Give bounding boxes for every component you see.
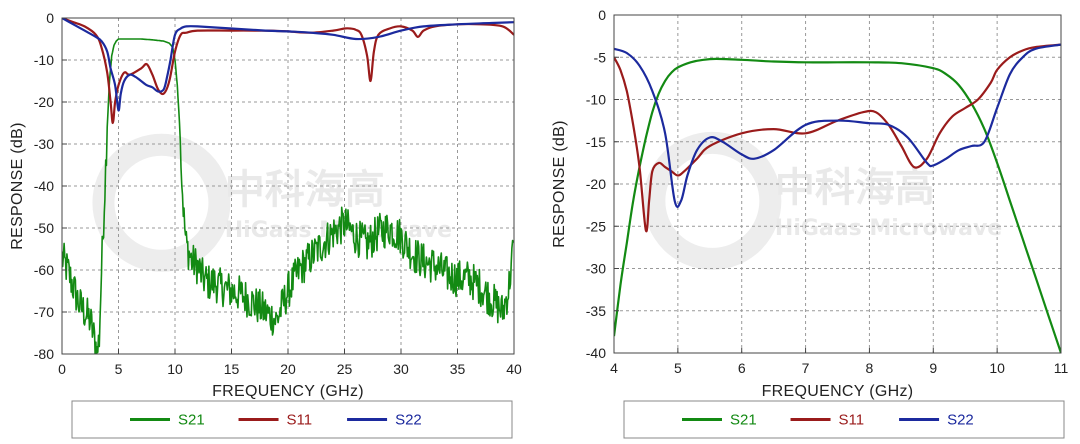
x-tick-label: 20 [280, 361, 296, 377]
y-tick-label: -20 [586, 176, 606, 192]
x-tick-label: 15 [224, 361, 240, 377]
y-tick-label: -80 [34, 346, 54, 362]
x-tick-label: 9 [929, 360, 937, 376]
legend-label-s11: S11 [287, 412, 313, 429]
y-tick-label: -25 [586, 218, 606, 234]
y-tick-label: -10 [586, 92, 606, 108]
legend: S21 S11 S22 [71, 400, 513, 439]
x-tick-label: 4 [610, 360, 618, 376]
series-line-s22 [614, 43, 1061, 209]
y-tick-label: -30 [34, 136, 54, 152]
series-line-s21 [62, 38, 514, 354]
y-tick-label: -30 [586, 261, 606, 277]
y-tick-label: -40 [34, 178, 54, 194]
y-tick-label: -70 [34, 304, 54, 320]
legend-label-s22: S22 [395, 412, 422, 429]
series-line-s22 [62, 18, 514, 112]
watermark-logo: 中科海高 HiGaas Microwave [643, 131, 1002, 270]
x-tick-label: 30 [393, 361, 409, 377]
legend-label-s22: S22 [947, 412, 974, 429]
x-tick-label: 0 [58, 361, 66, 377]
legend-label-s21: S21 [178, 412, 205, 429]
series-line-s11 [614, 43, 1061, 233]
x-tick-label: 5 [674, 360, 682, 376]
axis-ticks: 4 5 6 7 8 9 10 11 0 -5 -10 -15 -20 -25 -30 -35 -40 [586, 7, 1069, 376]
y-tick-label: 0 [598, 7, 606, 23]
x-tick-label: 25 [337, 361, 353, 377]
axis-ticks: 0 5 10 15 20 25 30 35 40 0 -10 -20 -30 -40 -50 -60 -70 -8… [34, 10, 522, 377]
legend: S21 S11 S22 [623, 400, 1065, 439]
x-tick-label: 5 [115, 361, 123, 377]
chart-passband-svg: 中科海高 HiGaas Microwave 4 5 6 7 8 9 10 11 0 -5 -10 -15 -… [551, 7, 1069, 439]
x-axis-title: FREQUENCY (GHz) [762, 383, 914, 400]
chart-passband: 中科海高 HiGaas Microwave 4 5 6 7 8 9 10 11 0 -5 -10 -15 -… [540, 0, 1080, 444]
watermark-text-en: HiGaas Microwave [775, 216, 1002, 241]
x-tick-label: 35 [450, 361, 466, 377]
x-axis-title: FREQUENCY (GHz) [212, 383, 364, 400]
series-line-s11 [62, 18, 514, 125]
x-tick-label: 11 [1054, 360, 1069, 376]
chart-wideband: 中科海高 HiGaas Microwave 0 5 10 15 20 25 30 35 40 0 -10… [9, 10, 522, 439]
y-tick-label: -15 [586, 134, 606, 150]
y-tick-label: -50 [34, 220, 54, 236]
series-line-s21 [614, 57, 1061, 353]
series-group [614, 43, 1061, 353]
x-tick-label: 8 [866, 360, 874, 376]
x-tick-label: 7 [802, 360, 810, 376]
y-tick-label: -10 [34, 52, 54, 68]
y-tick-label: -60 [34, 262, 54, 278]
y-tick-label: -35 [586, 303, 606, 319]
x-tick-label: 40 [506, 361, 522, 377]
series-group [62, 18, 514, 354]
x-tick-label: 10 [167, 361, 183, 377]
y-axis-title: RESPONSE (dB) [9, 122, 26, 250]
y-tick-label: 0 [46, 10, 54, 26]
watermark-text-cn: 中科海高 [225, 167, 385, 213]
y-tick-label: -20 [34, 94, 54, 110]
y-axis-title: RESPONSE (dB) [551, 120, 568, 248]
legend-label-s11: S11 [839, 412, 865, 429]
y-tick-label: -40 [586, 345, 606, 361]
x-tick-label: 10 [989, 360, 1005, 376]
x-tick-label: 6 [738, 360, 746, 376]
grid [62, 18, 514, 354]
watermark-text-cn: 中科海高 [775, 165, 935, 211]
legend-label-s21: S21 [730, 412, 757, 429]
y-tick-label: -5 [594, 49, 607, 65]
